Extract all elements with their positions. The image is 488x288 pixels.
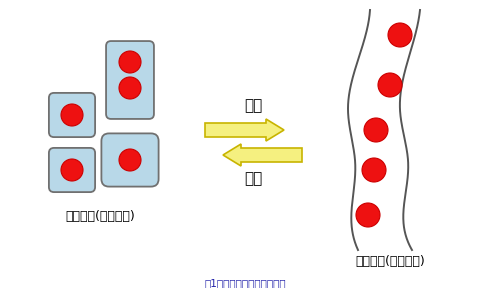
- Ellipse shape: [119, 77, 141, 99]
- Text: 筋芽細胞(単核細胞): 筋芽細胞(単核細胞): [65, 210, 135, 223]
- Ellipse shape: [119, 51, 141, 73]
- FancyBboxPatch shape: [106, 41, 154, 119]
- Text: 分化: 分化: [244, 98, 262, 113]
- Text: 筋管細胞(多核細胞): 筋管細胞(多核細胞): [354, 255, 424, 268]
- FancyBboxPatch shape: [49, 93, 95, 137]
- FancyBboxPatch shape: [49, 148, 95, 192]
- Ellipse shape: [61, 159, 83, 181]
- Text: 図1　筋肉細胞の分化と分裂: 図1 筋肉細胞の分化と分裂: [204, 278, 285, 288]
- Ellipse shape: [361, 158, 385, 182]
- Text: 分裂: 分裂: [244, 171, 262, 186]
- Ellipse shape: [355, 203, 379, 227]
- Ellipse shape: [61, 104, 83, 126]
- Ellipse shape: [363, 118, 387, 142]
- Ellipse shape: [387, 23, 411, 47]
- FancyBboxPatch shape: [101, 133, 158, 187]
- Ellipse shape: [119, 149, 141, 171]
- Ellipse shape: [377, 73, 401, 97]
- FancyArrow shape: [223, 144, 302, 166]
- FancyArrow shape: [204, 119, 284, 141]
